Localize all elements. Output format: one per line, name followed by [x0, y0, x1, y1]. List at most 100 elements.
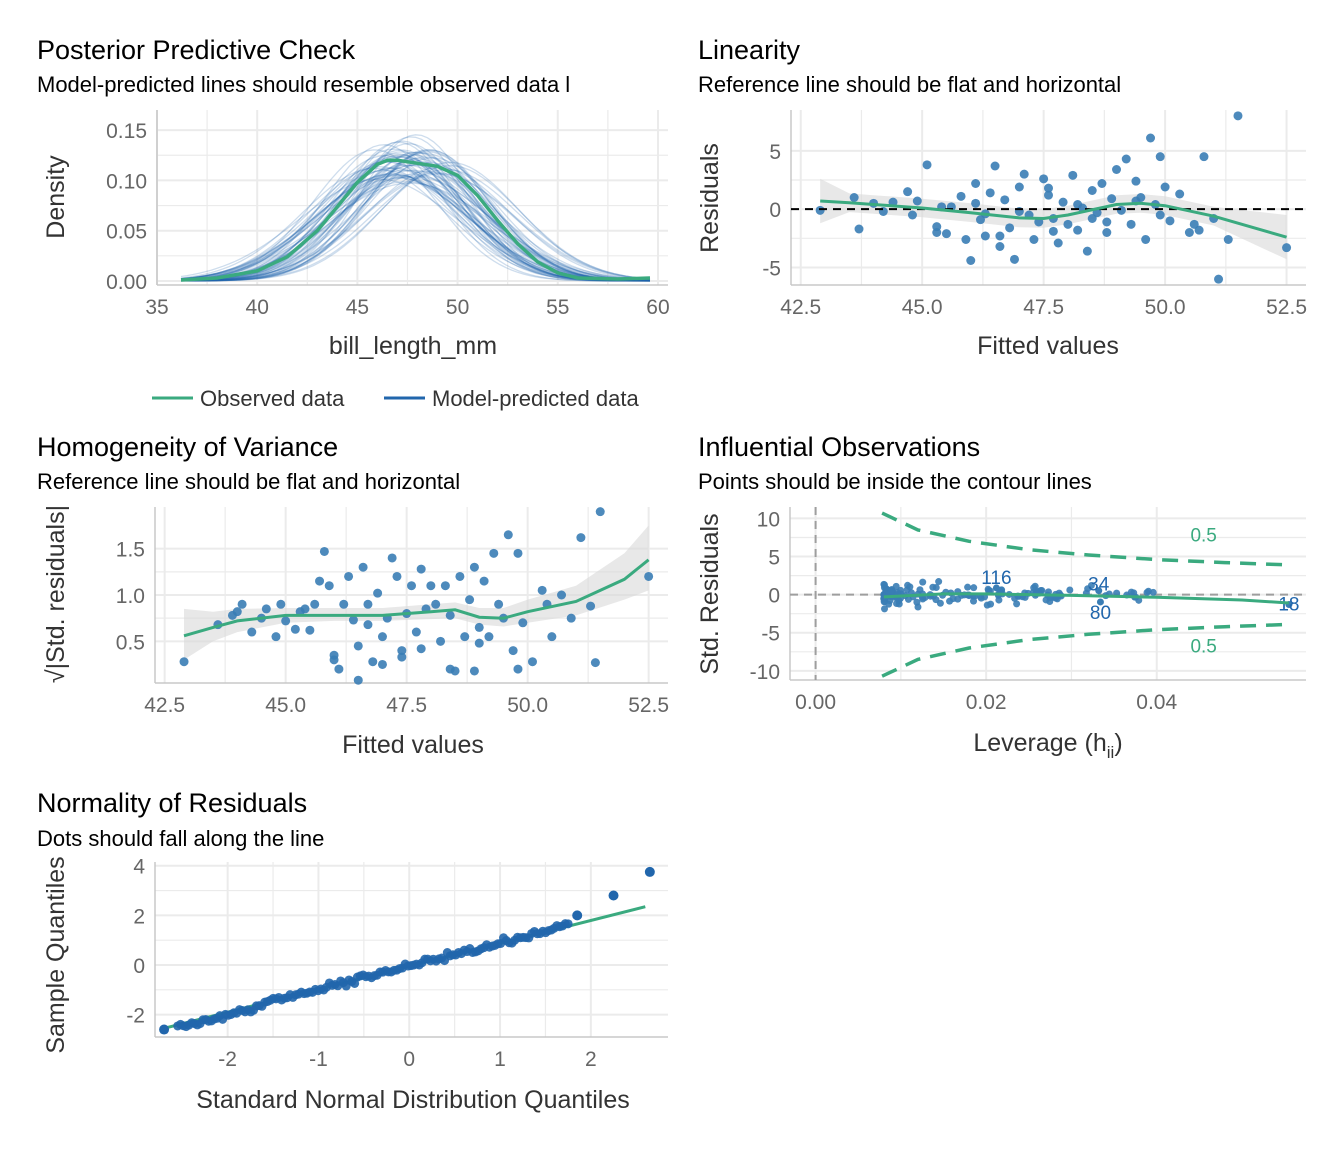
- influential-xlabel-end: ): [1114, 729, 1122, 757]
- residual-point: [455, 571, 465, 581]
- residual-point: [557, 590, 567, 600]
- residual-point: [941, 229, 951, 239]
- predicted-density-line: [180, 164, 651, 282]
- residual-point: [358, 562, 368, 572]
- predicted-density-line: [180, 175, 651, 281]
- labeled-observation-point: [1095, 587, 1103, 595]
- residual-point: [353, 641, 363, 651]
- observation-point: [984, 585, 992, 593]
- observation-point: [1013, 600, 1021, 608]
- residual-point: [247, 627, 257, 637]
- residual-point: [971, 198, 981, 208]
- residual-point: [1141, 235, 1151, 244]
- homogeneity-xlabel: Fitted values: [342, 731, 484, 759]
- observation-point: [970, 584, 978, 592]
- residual-point: [484, 632, 494, 642]
- legend-observed-label: Observed data: [200, 386, 345, 411]
- predicted-density-line: [180, 149, 650, 282]
- contour-label-lower: 0.5: [1190, 637, 1216, 658]
- residual-point: [1155, 210, 1165, 220]
- residual-point: [1029, 235, 1039, 244]
- x-tick-label: 60: [646, 296, 669, 319]
- residual-point: [1068, 170, 1078, 180]
- y-tick-label: 1.0: [116, 585, 145, 608]
- residual-point: [469, 562, 479, 572]
- x-tick-label: 45: [346, 296, 369, 319]
- x-tick-label: 42.5: [144, 694, 185, 717]
- predicted-density-line: [180, 176, 651, 281]
- loess-smooth-line: [883, 592, 1289, 605]
- ppc-xlabel: bill_length_mm: [329, 332, 497, 360]
- y-tick-label: 2: [133, 905, 145, 928]
- residual-point: [590, 658, 600, 668]
- x-tick-label: 40: [246, 296, 269, 319]
- residual-point: [956, 191, 966, 201]
- residual-point: [290, 624, 300, 634]
- y-tick-label: 0: [768, 585, 780, 608]
- residual-point: [469, 666, 479, 676]
- predicted-density-line: [180, 177, 651, 282]
- residual-point: [980, 231, 990, 241]
- residual-point: [1019, 169, 1029, 179]
- predicted-density-line: [180, 174, 651, 282]
- observation-point: [932, 596, 940, 604]
- residual-point: [1039, 174, 1049, 184]
- y-tick-label: 5: [768, 547, 780, 570]
- predicted-density-line: [180, 169, 651, 282]
- residual-point: [324, 581, 334, 591]
- residual-point: [237, 599, 247, 609]
- x-tick-label: 0: [403, 1048, 415, 1071]
- residual-point: [1160, 182, 1170, 192]
- residual-point: [397, 646, 407, 656]
- observation-label: 18: [1278, 595, 1299, 616]
- observation-point: [970, 597, 978, 605]
- residual-point: [1063, 219, 1073, 229]
- residual-point: [373, 588, 383, 598]
- residual-point: [276, 599, 286, 609]
- residual-point: [334, 664, 344, 674]
- y-tick-label: -5: [762, 258, 781, 281]
- residual-point: [815, 205, 825, 215]
- residual-point: [329, 650, 339, 660]
- predicted-density-line: [180, 170, 651, 282]
- residual-point: [644, 571, 654, 581]
- residual-point: [431, 599, 441, 609]
- predicted-density-line: [181, 152, 651, 282]
- influential-subtitle: Points should be inside the contour line…: [698, 469, 1092, 494]
- linearity-title: Linearity: [698, 35, 801, 65]
- ppc-panel: Posterior Predictive Check Model-predict…: [37, 35, 670, 411]
- observed-density-line: [180, 158, 651, 282]
- residual-point: [1165, 216, 1175, 226]
- y-tick-label: -10: [750, 661, 780, 684]
- predicted-density-line: [181, 148, 651, 282]
- x-tick-label: -2: [218, 1048, 237, 1071]
- predicted-density-line: [180, 174, 651, 281]
- y-tick-label: -5: [761, 623, 780, 646]
- y-tick-label: -2: [126, 1005, 145, 1028]
- residual-point: [416, 644, 426, 654]
- residual-point: [961, 235, 971, 244]
- y-tick-label: 1.5: [116, 539, 145, 562]
- y-tick-label: 0.5: [116, 631, 145, 654]
- residual-point: [1048, 226, 1058, 236]
- influential-xlabel-subscript: ii: [1107, 743, 1115, 762]
- predicted-density-line: [180, 161, 650, 282]
- residual-point: [319, 546, 329, 556]
- residual-point: [474, 638, 484, 648]
- observation-point: [881, 605, 889, 613]
- residual-point: [445, 610, 455, 620]
- normality-ylabel: Sample Quantiles: [42, 856, 70, 1053]
- residual-point: [508, 646, 518, 656]
- y-tick-label: 0: [769, 199, 781, 222]
- residual-point: [1116, 205, 1126, 215]
- residual-point: [377, 632, 387, 642]
- y-tick-label: 0.10: [106, 170, 147, 193]
- residual-point: [1131, 176, 1141, 186]
- qq-point: [572, 910, 583, 921]
- residual-point: [566, 613, 576, 623]
- residual-point: [1107, 194, 1117, 204]
- residual-point: [1233, 111, 1243, 121]
- predicted-density-line: [180, 175, 651, 282]
- residual-point: [440, 581, 450, 591]
- residual-point: [489, 548, 499, 558]
